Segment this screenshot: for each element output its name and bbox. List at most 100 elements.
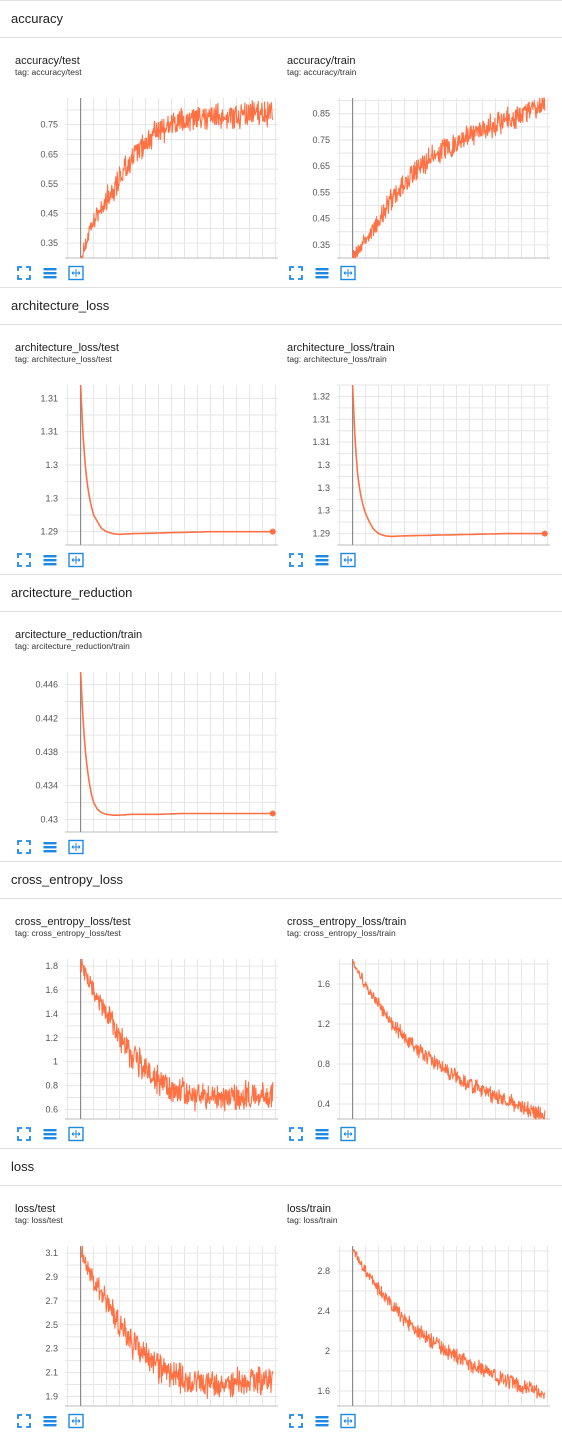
toggle-y-log-icon[interactable] — [42, 552, 58, 568]
chart-title: cross_entropy_loss/train — [287, 916, 407, 928]
chart-tag: tag: arcitecture_reduction/train — [15, 641, 130, 651]
y-tick-label: 0.8 — [45, 1081, 58, 1091]
fit-domain-icon[interactable] — [68, 265, 84, 281]
section-header-arcitecture_reduction[interactable]: arcitecture_reduction — [0, 574, 562, 612]
fit-domain-icon[interactable] — [340, 552, 356, 568]
fullscreen-icon[interactable] — [288, 1126, 304, 1142]
series-line[interactable] — [352, 1248, 546, 1400]
chart-tag: tag: architecture_loss/train — [287, 354, 387, 364]
chart-tag: tag: cross_entropy_loss/train — [287, 928, 396, 938]
series-end-point[interactable] — [269, 810, 276, 817]
y-tick-label: 0.438 — [35, 747, 58, 757]
section-header-accuracy[interactable]: accuracy — [0, 0, 562, 38]
chart-card-ce-train: cross_entropy_loss/train tag: cross_entro… — [282, 916, 552, 1154]
y-tick-label: 1.3 — [45, 493, 58, 503]
toggle-y-log-icon[interactable] — [42, 1413, 58, 1429]
y-tick-label: 1.8 — [45, 961, 58, 971]
series-line[interactable] — [79, 384, 273, 536]
series-end-point[interactable] — [269, 528, 276, 535]
y-tick-label: 2.5 — [45, 1320, 58, 1330]
chart-title: loss/train — [287, 1203, 332, 1215]
y-tick-label: 1.9 — [45, 1391, 58, 1401]
chart-plot[interactable]: 1.622.42.802k4k6k8k10k12k14k — [282, 1203, 552, 1411]
y-tick-label: 0.446 — [35, 680, 58, 690]
chart-plot[interactable]: 1.291.31.31.311.3102k4k6k8k10k12k14k — [10, 342, 280, 550]
fit-domain-icon[interactable] — [340, 1126, 356, 1142]
y-tick-label: 1.6 — [45, 985, 58, 995]
chart-plot[interactable]: 1.291.31.31.31.311.311.3202k4k6k8k10k12k… — [282, 342, 552, 550]
series-line[interactable] — [352, 97, 546, 259]
series-line[interactable] — [80, 1245, 274, 1399]
chart-tag: tag: accuracy/test — [15, 67, 82, 77]
fit-domain-icon[interactable] — [68, 552, 84, 568]
fit-domain-icon[interactable] — [68, 839, 84, 855]
y-tick-label: 0.4 — [317, 1099, 330, 1109]
toggle-y-log-icon[interactable] — [42, 1126, 58, 1142]
chart-plot[interactable]: 1.92.12.32.52.72.93.102k4k6k8k10k12k14k — [10, 1203, 280, 1411]
y-tick-label: 3.1 — [45, 1248, 58, 1258]
chart-card-acc-train: accuracy/train tag: accuracy/train 0.35 0.4… — [282, 55, 552, 293]
fit-domain-icon[interactable] — [340, 265, 356, 281]
fullscreen-icon[interactable] — [288, 1413, 304, 1429]
y-tick-label: 0.55 — [40, 179, 58, 189]
y-tick-label: 1.6 — [317, 1386, 330, 1396]
toggle-y-log-icon[interactable] — [314, 265, 330, 281]
chart-card-loss-test: loss/test tag: loss/test 1.9 2.1 2.3 2.5 2.7 2.… — [10, 1203, 280, 1441]
y-tick-label: 1.3 — [317, 483, 330, 493]
series-line[interactable] — [351, 384, 545, 538]
series-end-point[interactable] — [541, 530, 548, 537]
chart-plot[interactable]: 0.430.4340.4380.4420.44602k4k6k8k10k12k1… — [10, 629, 280, 837]
section-title: arcitecture_reduction — [11, 585, 133, 600]
section-title: cross_entropy_loss — [11, 872, 123, 887]
series-line[interactable] — [352, 960, 546, 1120]
series-line[interactable] — [80, 100, 274, 259]
series-line[interactable] — [79, 671, 273, 816]
section-header-cross_entropy_loss[interactable]: cross_entropy_loss — [0, 861, 562, 899]
section-header-loss[interactable]: loss — [0, 1148, 562, 1186]
fullscreen-icon[interactable] — [16, 1126, 32, 1142]
toggle-y-log-icon[interactable] — [42, 265, 58, 281]
y-tick-label: 1.31 — [40, 427, 58, 437]
fullscreen-icon[interactable] — [16, 1413, 32, 1429]
y-tick-label: 1.29 — [40, 527, 58, 537]
toggle-y-log-icon[interactable] — [314, 552, 330, 568]
y-tick-label: 2.9 — [45, 1272, 58, 1282]
y-tick-label: 1.2 — [317, 1019, 330, 1029]
fit-domain-icon[interactable] — [68, 1126, 84, 1142]
series-line[interactable] — [80, 958, 274, 1112]
toggle-y-log-icon[interactable] — [314, 1126, 330, 1142]
chart-tag: tag: cross_entropy_loss/test — [15, 928, 121, 938]
fullscreen-icon[interactable] — [288, 552, 304, 568]
chart-plot[interactable]: 0.40.81.21.602k4k6k8k10k12k14k — [282, 916, 552, 1124]
y-tick-label: 2.8 — [317, 1266, 330, 1276]
y-tick-label: 0.65 — [312, 161, 330, 171]
y-tick-label: 0.65 — [40, 149, 58, 159]
y-tick-label: 0.6 — [45, 1104, 58, 1114]
y-tick-label: 1.31 — [312, 414, 330, 424]
chart-plot[interactable]: 0.350.450.550.650.7502k4k6k8k10k12k14k — [10, 55, 280, 263]
y-tick-label: 1.31 — [40, 393, 58, 403]
chart-tag: tag: accuracy/train — [287, 67, 357, 77]
y-tick-label: 2.4 — [317, 1306, 330, 1316]
section-header-architecture_loss[interactable]: architecture_loss — [0, 287, 562, 325]
y-tick-label: 0.75 — [312, 135, 330, 145]
y-tick-label: 0.35 — [40, 238, 58, 248]
fullscreen-icon[interactable] — [16, 265, 32, 281]
section-title: loss — [11, 1159, 35, 1174]
y-tick-label: 1.3 — [45, 460, 58, 470]
fullscreen-icon[interactable] — [16, 552, 32, 568]
chart-title: architecture_loss/test — [15, 342, 119, 354]
fullscreen-icon[interactable] — [16, 839, 32, 855]
toggle-y-log-icon[interactable] — [42, 839, 58, 855]
chart-plot[interactable]: 0.60.811.21.41.61.802k4k6k8k10k12k14k — [10, 916, 280, 1124]
chart-plot[interactable]: 0.350.450.550.650.750.8502k4k6k8k10k12k1… — [282, 55, 552, 263]
chart-title: loss/test — [15, 1203, 56, 1215]
y-tick-label: 2.3 — [45, 1344, 58, 1354]
fullscreen-icon[interactable] — [288, 265, 304, 281]
toggle-y-log-icon[interactable] — [314, 1413, 330, 1429]
y-tick-label: 0.85 — [312, 109, 330, 119]
y-tick-label: 1.2 — [45, 1033, 58, 1043]
y-tick-label: 0.434 — [35, 781, 58, 791]
y-tick-label: 1.3 — [317, 460, 330, 470]
